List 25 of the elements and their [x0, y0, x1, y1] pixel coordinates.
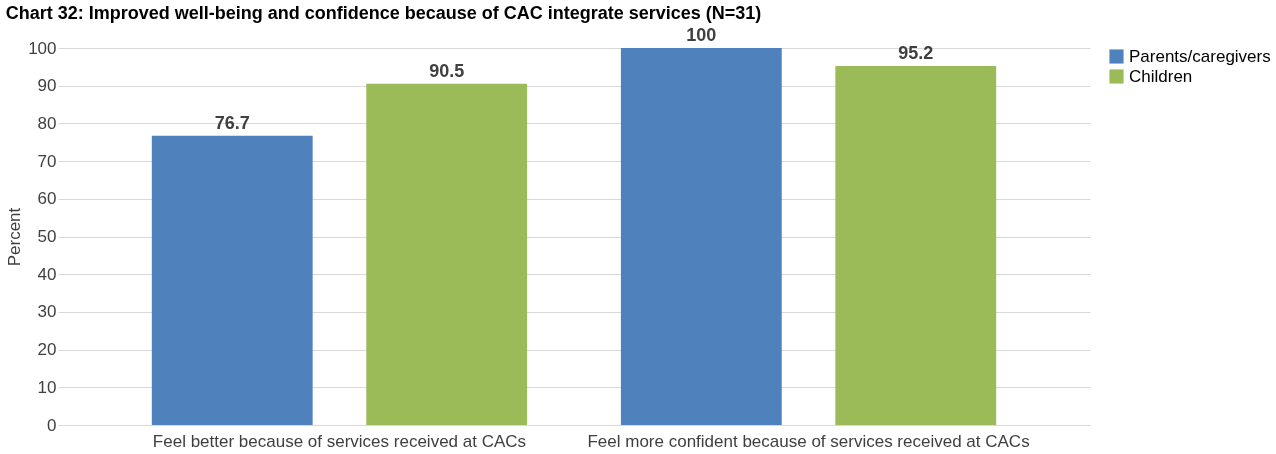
data-label: 76.7 [214, 112, 250, 133]
x-tick-label: Feel more confident because of services received at CACs [587, 431, 1030, 451]
y-tick-label: 0 [47, 415, 57, 435]
bar [366, 83, 528, 425]
data-label: 90.5 [429, 60, 465, 81]
y-tick-label: 80 [37, 113, 57, 133]
y-tick-label: 60 [37, 189, 57, 209]
bar [620, 48, 782, 425]
y-axis-title: Percent [5, 207, 25, 267]
y-tick-label: 100 [28, 38, 57, 58]
legend-label: Parents/caregivers [1129, 46, 1271, 66]
y-tick-label: 40 [37, 264, 57, 284]
x-tick-label: Feel better because of services received at CACs [152, 431, 527, 451]
bar [151, 135, 313, 425]
y-tick-label: 90 [37, 76, 57, 96]
y-tick-label: 20 [37, 340, 57, 360]
y-tick-label: 30 [37, 302, 57, 322]
data-label: 95.2 [898, 43, 934, 64]
y-tick-label: 50 [37, 227, 57, 246]
legend-label: Children [1129, 66, 1193, 86]
bar [835, 66, 997, 425]
chart-title: Chart 32: Improved well-being and confidence because of CAC integrate services (N=31) [5, 3, 762, 23]
y-tick-label: 10 [37, 377, 57, 397]
y-tick-label: 70 [37, 151, 57, 171]
data-label: 100 [686, 25, 717, 45]
